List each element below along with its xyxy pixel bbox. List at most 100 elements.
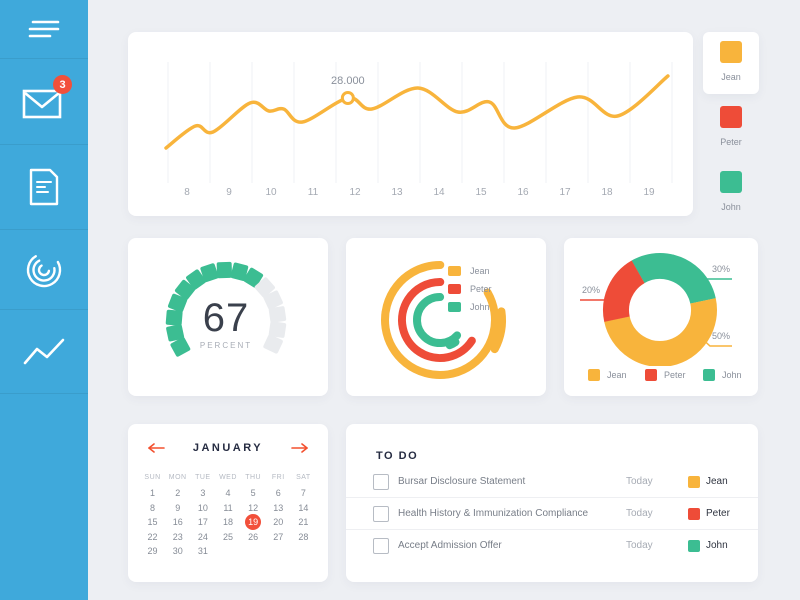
todo-task-label: Accept Admission Offer — [398, 540, 502, 551]
x-tick-label: 15 — [475, 187, 487, 198]
calendar-date-cell[interactable]: 31 — [197, 546, 208, 557]
x-tick-label: 13 — [391, 187, 403, 198]
calendar-date-cell[interactable]: 20 — [273, 517, 284, 528]
x-tick-label: 16 — [517, 187, 529, 198]
john-color-swatch — [703, 369, 715, 381]
calendar-date-cell[interactable]: 16 — [172, 517, 183, 528]
calendar-date-cell[interactable]: 24 — [197, 531, 208, 542]
sidebar-item-menu[interactable] — [0, 0, 88, 59]
legend-label: Jean — [721, 72, 741, 82]
calendar-date-cell[interactable]: 11 — [223, 502, 233, 513]
x-tick-label: 10 — [265, 187, 277, 198]
sidebar-item-trends[interactable] — [0, 310, 88, 394]
calendar-day-header: WED — [219, 474, 237, 481]
sidebar-item-documents[interactable] — [0, 145, 88, 230]
calendar-date-cell[interactable]: 8 — [150, 502, 156, 513]
calendar-date-cell[interactable]: 10 — [197, 502, 208, 513]
calendar-date-cell[interactable]: 3 — [200, 488, 206, 499]
calendar-date-cell[interactable]: 28 — [298, 531, 309, 542]
x-tick-label: 12 — [349, 187, 361, 198]
sidebar: 3 — [0, 0, 88, 600]
sidebar-item-messages[interactable]: 3 — [0, 59, 88, 145]
calendar-date-cell[interactable]: 1 — [150, 488, 156, 499]
calendar-date-cell[interactable]: 7 — [300, 488, 306, 499]
radial-ring-peter — [398, 278, 482, 362]
peter-percent-label: 20% — [582, 285, 600, 295]
todo-title: TO DO — [376, 450, 419, 462]
radial-legend-peter: Peter — [448, 280, 492, 298]
calendar-date-cell[interactable]: 2 — [175, 488, 181, 499]
calendar-date-cell[interactable]: 26 — [248, 531, 259, 542]
calendar-date-cell[interactable]: 13 — [273, 502, 284, 513]
calendar-day-header: SUN — [144, 474, 161, 481]
x-tick-label: 17 — [559, 187, 571, 198]
todo-checkbox[interactable] — [373, 505, 389, 522]
todo-assignee-label: Peter — [706, 508, 730, 519]
legend-item-john[interactable]: John — [703, 162, 759, 224]
peter-color-swatch — [645, 369, 657, 381]
radial-legend: Jean Peter John — [448, 262, 492, 316]
calendar-date-cell[interactable]: 21 — [298, 517, 309, 528]
calendar-date-cell[interactable]: 25 — [222, 531, 233, 542]
calendar-day-header: THU — [245, 474, 262, 481]
calendar-date-cell[interactable]: 4 — [225, 488, 231, 499]
donut-chart-card: 20% 30% 50% Jean Peter John — [564, 238, 758, 396]
donut-legend-jean: Jean — [588, 368, 627, 382]
radial-ring-john — [413, 293, 467, 347]
peter-color-swatch — [720, 106, 742, 128]
calendar-date-cell[interactable]: 23 — [172, 531, 183, 542]
calendar-date-cell[interactable]: 17 — [197, 517, 208, 528]
x-tick-label: 8 — [184, 187, 190, 198]
radial-legend-john: John — [448, 298, 492, 316]
todo-assignee-label: Jean — [706, 476, 728, 487]
todo-checkbox[interactable] — [373, 537, 389, 554]
calendar-date-cell[interactable]: 27 — [273, 531, 284, 542]
todo-assignee-label: John — [706, 540, 728, 551]
calendar-date-cell — [291, 544, 316, 559]
calendar-date-cell[interactable]: 5 — [250, 488, 256, 499]
calendar-date-cell[interactable]: 29 — [147, 546, 158, 557]
unread-count-badge: 3 — [53, 75, 72, 94]
donut-legend-label: John — [722, 370, 742, 380]
document-icon — [29, 168, 59, 206]
point-value-annotation: 28.000 — [331, 75, 365, 87]
legend-label: Peter — [720, 137, 742, 147]
calendar-day-header: SAT — [296, 474, 311, 481]
john-color-swatch — [720, 171, 742, 193]
calendar-date-cell[interactable]: 22 — [147, 531, 158, 542]
radial-legend-label: John — [470, 302, 490, 312]
todo-due-label: Today — [626, 540, 653, 551]
line-series-jean — [164, 74, 670, 150]
calendar-date-cell[interactable]: 6 — [275, 488, 281, 499]
calendar-selected-date[interactable]: 19 — [241, 514, 266, 531]
annotated-point-marker — [340, 91, 355, 105]
calendar-date-cell[interactable]: 9 — [175, 502, 181, 513]
activity-line-chart-card: 8 9 10 11 12 13 14 15 16 17 18 19 28.000 — [128, 32, 693, 216]
calendar-date-cell[interactable]: 30 — [172, 546, 183, 557]
legend-item-jean[interactable]: Jean — [703, 32, 759, 94]
calendar-date-cell[interactable]: 15 — [147, 517, 158, 528]
radial-legend-jean: Jean — [448, 262, 492, 280]
todo-checkbox[interactable] — [373, 473, 389, 490]
todo-row: Bursar Disclosure Statement Today Jean — [346, 466, 758, 498]
todo-card: TO DO Bursar Disclosure Statement Today Je… — [346, 424, 758, 582]
peter-color-swatch — [448, 284, 461, 294]
radial-ring-jean — [381, 261, 499, 379]
radial-progress-chart — [374, 254, 506, 386]
radial-progress-card: Jean Peter John — [346, 238, 546, 396]
calendar-date-grid: 1 2 3 4 5 6 7 8 9 10 11 12 13 14 15 16 17 18 19 20 21 22 23 24 2… — [140, 486, 316, 559]
calendar-date-cell[interactable]: 12 — [248, 502, 259, 513]
prev-month-button[interactable] — [146, 443, 166, 453]
donut-legend-peter: Peter — [645, 368, 686, 382]
jean-color-swatch — [688, 475, 700, 488]
sidebar-item-activity[interactable] — [0, 230, 88, 310]
donut-legend-label: Peter — [664, 370, 686, 380]
x-tick-label: 14 — [433, 187, 445, 198]
calendar-date-cell[interactable]: 14 — [298, 502, 309, 513]
todo-due-label: Today — [626, 476, 653, 487]
calendar-date-cell[interactable]: 18 — [222, 517, 233, 528]
next-month-button[interactable] — [290, 443, 310, 453]
legend-item-peter[interactable]: Peter — [703, 97, 759, 159]
legend-label: John — [721, 202, 741, 212]
